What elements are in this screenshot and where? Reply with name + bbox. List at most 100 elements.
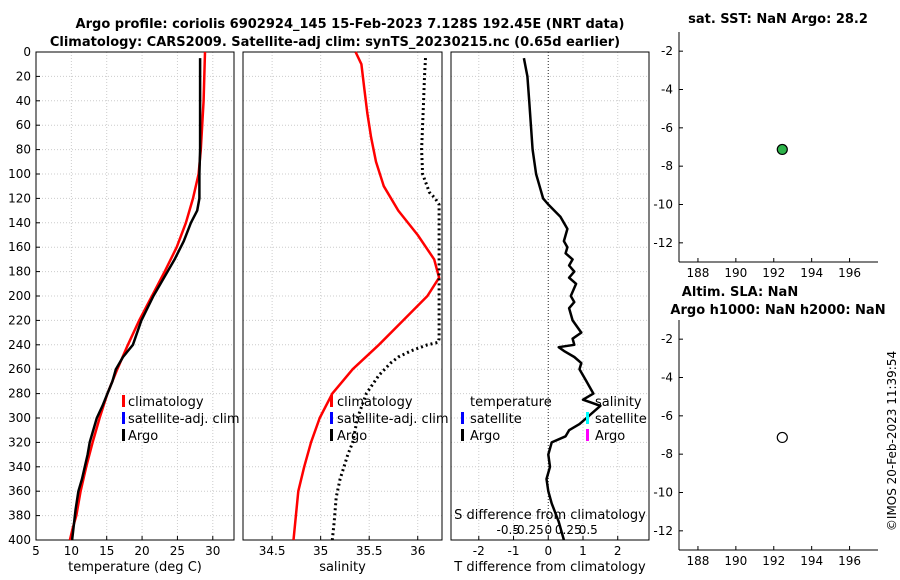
x-tick-label: 20 — [134, 544, 149, 558]
legend-label-climatology: climatology — [128, 395, 204, 410]
x-tick-label: 188 — [686, 554, 709, 568]
difference-legend-temperature: temperature satellite Argo — [461, 395, 552, 444]
legend-swatch-satellite — [122, 412, 125, 424]
legend-label-satellite: satellite-adj. clim — [128, 412, 240, 427]
y-tick-label: -10 — [653, 198, 673, 212]
legend-label-argo: Argo — [470, 429, 500, 444]
difference-frame — [450, 51, 650, 541]
y-tick-label: 0 — [23, 45, 31, 59]
y-tick-label: 140 — [8, 216, 31, 230]
s-diff-tick-label: -0.25 — [513, 523, 544, 537]
temperature-xlabel: temperature (deg C) — [68, 560, 202, 575]
salinity-series-argo — [330, 58, 441, 541]
x-tick-label: 10 — [64, 544, 79, 558]
y-tick-label: 260 — [8, 362, 31, 376]
legend-label-argo: Argo — [337, 429, 367, 444]
title-line2: Climatology: CARS2009. Satellite-adj cli… — [50, 35, 620, 50]
y-tick-label: 60 — [16, 118, 31, 132]
x-tick-label: 188 — [686, 266, 709, 280]
y-tick-label: -8 — [661, 159, 673, 173]
y-tick-label: 300 — [8, 411, 31, 425]
legend-swatch-climatology — [330, 395, 333, 407]
temperature-legend: climatology satellite-adj. clim Argo — [122, 395, 240, 444]
x-tick-label: 35.5 — [356, 544, 383, 558]
legend-label-satellite: satellite-adj. clim — [337, 412, 449, 427]
legend-swatch-argo — [586, 429, 589, 441]
legend-label-argo: Argo — [128, 429, 158, 444]
x-tick-label: 5 — [32, 544, 40, 558]
y-tick-label: 320 — [8, 435, 31, 449]
legend-swatch-argo — [330, 429, 333, 441]
sla_map-profile-marker — [776, 431, 788, 444]
difference-legend-salinity: salinity satellite Argo — [586, 395, 647, 444]
difference-xlabel: T difference from climatology — [453, 560, 646, 575]
y-tick-label: 360 — [8, 484, 31, 498]
s-diff-tick-label: 0 — [544, 523, 552, 537]
temperature-series-climatology — [68, 51, 207, 541]
legend-label-satellite: satellite — [595, 412, 647, 427]
x-tick-label: 190 — [724, 266, 747, 280]
legend-swatch-climatology — [122, 395, 125, 407]
x-tick-label: 0 — [544, 544, 552, 558]
y-tick-label: -6 — [661, 409, 673, 423]
title-line1: Argo profile: coriolis 6902924_145 15-Fe… — [76, 17, 625, 32]
y-tick-label: 280 — [8, 387, 31, 401]
y-tick-label: 40 — [16, 94, 31, 108]
legend-label-salinity: salinity — [595, 395, 642, 410]
sla-title-line1: Altim. SLA: NaN — [682, 285, 798, 300]
legend-label-satellite: satellite — [470, 412, 522, 427]
x-tick-label: 196 — [838, 266, 861, 280]
x-tick-label: 25 — [170, 544, 185, 558]
y-tick-label: 180 — [8, 265, 31, 279]
legend-swatch-satellite — [461, 412, 464, 424]
legend-label-climatology: climatology — [337, 395, 413, 410]
temperature-series-argo — [70, 58, 202, 541]
y-tick-label: 100 — [8, 167, 31, 181]
sla-title-line2: Argo h1000: NaN h2000: NaN — [670, 303, 885, 318]
legend-label-argo: Argo — [595, 429, 625, 444]
x-tick-label: 196 — [838, 554, 861, 568]
y-tick-label: 20 — [16, 69, 31, 83]
difference-series-t-difference — [522, 57, 602, 541]
sst-title: sat. SST: NaN Argo: 28.2 — [688, 12, 868, 27]
salinity-legend: climatology satellite-adj. clim Argo — [330, 395, 449, 444]
y-tick-label: 160 — [8, 240, 31, 254]
s-diff-tick-label: -0.5 — [497, 523, 520, 537]
y-tick-label: 240 — [8, 338, 31, 352]
y-tick-label: -8 — [661, 447, 673, 461]
legend-swatch-satellite — [586, 412, 589, 424]
y-tick-label: -6 — [661, 121, 673, 135]
y-tick-label: -12 — [653, 236, 673, 250]
x-tick-label: 190 — [724, 554, 747, 568]
difference-top-label: S difference from climatology — [454, 508, 646, 523]
x-tick-label: 30 — [205, 544, 220, 558]
y-tick-label: -2 — [661, 332, 673, 346]
y-tick-label: 340 — [8, 460, 31, 474]
x-tick-label: -2 — [473, 544, 485, 558]
x-tick-label: 192 — [762, 266, 785, 280]
x-tick-label: -1 — [508, 544, 520, 558]
x-tick-label: 2 — [614, 544, 622, 558]
legend-swatch-argo — [122, 429, 125, 441]
x-tick-label: 194 — [800, 554, 823, 568]
y-tick-label: -2 — [661, 44, 673, 58]
x-tick-label: 192 — [762, 554, 785, 568]
y-tick-label: -12 — [653, 524, 673, 538]
y-tick-label: 400 — [8, 533, 31, 547]
x-tick-label: 36 — [410, 544, 425, 558]
salinity-xlabel: salinity — [319, 560, 366, 575]
y-tick-label: 380 — [8, 509, 31, 523]
x-tick-label: 35 — [313, 544, 328, 558]
legend-label-temperature: temperature — [470, 395, 552, 410]
watermark: ©IMOS 20-Feb-2023 11:39:54 — [885, 351, 899, 531]
y-tick-label: 120 — [8, 191, 31, 205]
x-tick-label: 1 — [579, 544, 587, 558]
x-tick-label: 194 — [800, 266, 823, 280]
y-tick-label: 80 — [16, 143, 31, 157]
salinity-frame — [242, 51, 443, 541]
y-tick-label: -4 — [661, 371, 673, 385]
y-tick-label: 220 — [8, 313, 31, 327]
x-tick-label: 34.5 — [259, 544, 286, 558]
y-tick-label: 200 — [8, 289, 31, 303]
